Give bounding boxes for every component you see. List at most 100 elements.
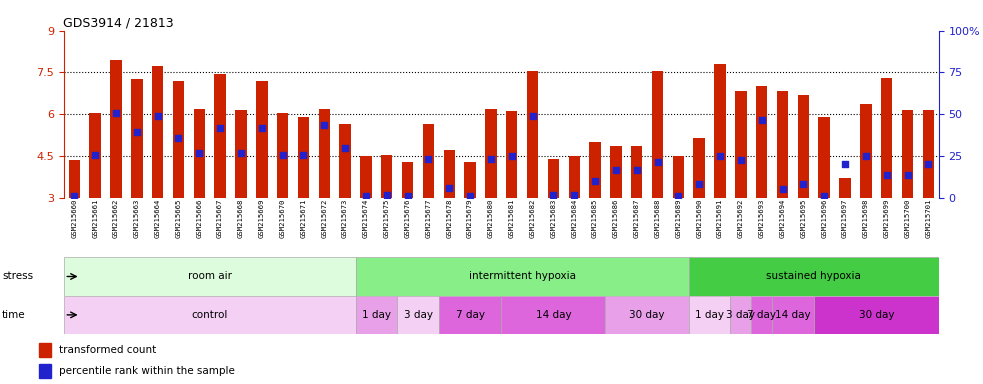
Point: [129, 129, 145, 136]
Point: [192, 150, 207, 156]
Text: GSM215670: GSM215670: [279, 199, 286, 238]
Text: GSM215694: GSM215694: [780, 199, 785, 238]
Point: [838, 161, 853, 167]
Point: [378, 192, 394, 198]
Point: [441, 185, 457, 191]
Text: 3 day: 3 day: [726, 310, 755, 320]
Text: percentile rank within the sample: percentile rank within the sample: [59, 366, 235, 376]
Text: GSM215660: GSM215660: [72, 199, 78, 238]
Point: [525, 113, 541, 119]
Point: [149, 113, 165, 119]
Point: [650, 159, 665, 165]
Text: time: time: [2, 310, 26, 320]
Bar: [339, 124, 351, 198]
Point: [337, 145, 353, 151]
Text: GSM215665: GSM215665: [175, 199, 182, 238]
Text: GSM215681: GSM215681: [509, 199, 515, 238]
Point: [629, 167, 645, 173]
Text: 14 day: 14 day: [536, 310, 571, 320]
Bar: [839, 178, 850, 198]
Text: GSM215695: GSM215695: [800, 199, 806, 238]
Bar: [39, 364, 51, 378]
Bar: [131, 79, 143, 198]
Point: [421, 156, 436, 162]
Text: room air: room air: [188, 271, 232, 281]
Text: GSM215689: GSM215689: [675, 199, 681, 238]
Text: GSM215684: GSM215684: [571, 199, 577, 238]
Text: GSM215692: GSM215692: [738, 199, 744, 238]
Bar: [568, 156, 580, 198]
Text: GSM215700: GSM215700: [904, 199, 910, 238]
Bar: [194, 109, 205, 198]
Text: GSM215691: GSM215691: [717, 199, 723, 238]
Text: 7 day: 7 day: [455, 310, 485, 320]
Text: sustained hypoxia: sustained hypoxia: [767, 271, 861, 281]
Bar: [173, 81, 184, 198]
Bar: [901, 110, 913, 198]
Point: [920, 161, 936, 167]
Bar: [715, 64, 725, 198]
Bar: [881, 78, 893, 198]
Bar: [277, 113, 288, 198]
Point: [879, 172, 895, 179]
Bar: [64, 257, 356, 296]
Text: GSM215701: GSM215701: [925, 199, 931, 238]
Bar: [486, 109, 496, 198]
Bar: [235, 110, 247, 198]
Text: GSM215680: GSM215680: [488, 199, 493, 238]
Point: [483, 156, 498, 162]
Text: GDS3914 / 21813: GDS3914 / 21813: [63, 17, 174, 30]
Bar: [256, 81, 267, 198]
Point: [358, 193, 374, 199]
Bar: [64, 296, 356, 334]
Bar: [606, 296, 689, 334]
Bar: [923, 110, 934, 198]
Text: GSM215688: GSM215688: [655, 199, 661, 238]
Text: 30 day: 30 day: [629, 310, 665, 320]
Text: 30 day: 30 day: [858, 310, 894, 320]
Text: 1 day: 1 day: [362, 310, 391, 320]
Point: [274, 152, 290, 158]
Text: 3 day: 3 day: [403, 310, 433, 320]
Bar: [438, 296, 501, 334]
Text: GSM215685: GSM215685: [592, 199, 598, 238]
Point: [858, 153, 874, 159]
Bar: [356, 257, 689, 296]
Text: GSM215693: GSM215693: [759, 199, 765, 238]
Point: [171, 135, 187, 141]
Text: transformed count: transformed count: [59, 344, 156, 354]
Text: GSM215666: GSM215666: [197, 199, 202, 238]
Text: GSM215661: GSM215661: [92, 199, 98, 238]
Text: GSM215698: GSM215698: [863, 199, 869, 238]
Bar: [756, 86, 768, 198]
Bar: [735, 91, 747, 198]
Text: control: control: [192, 310, 228, 320]
Point: [754, 117, 770, 123]
Bar: [402, 162, 413, 198]
Point: [233, 150, 249, 156]
Bar: [860, 104, 872, 198]
Text: GSM215678: GSM215678: [446, 199, 452, 238]
Bar: [214, 74, 226, 198]
Point: [504, 153, 520, 159]
Bar: [360, 156, 372, 198]
Text: GSM215669: GSM215669: [259, 199, 264, 238]
Text: GSM215667: GSM215667: [217, 199, 223, 238]
Bar: [819, 117, 830, 198]
Point: [795, 181, 811, 187]
Bar: [89, 113, 101, 198]
Point: [608, 167, 624, 173]
Text: GSM215679: GSM215679: [467, 199, 473, 238]
Point: [816, 193, 832, 199]
Point: [733, 157, 749, 163]
Bar: [506, 111, 517, 198]
Bar: [397, 296, 438, 334]
Bar: [693, 138, 705, 198]
Text: GSM215663: GSM215663: [134, 199, 140, 238]
Text: GSM215675: GSM215675: [383, 199, 390, 238]
Text: stress: stress: [2, 271, 33, 281]
Point: [546, 192, 561, 198]
Bar: [590, 142, 601, 198]
Bar: [689, 257, 939, 296]
Bar: [443, 151, 455, 198]
